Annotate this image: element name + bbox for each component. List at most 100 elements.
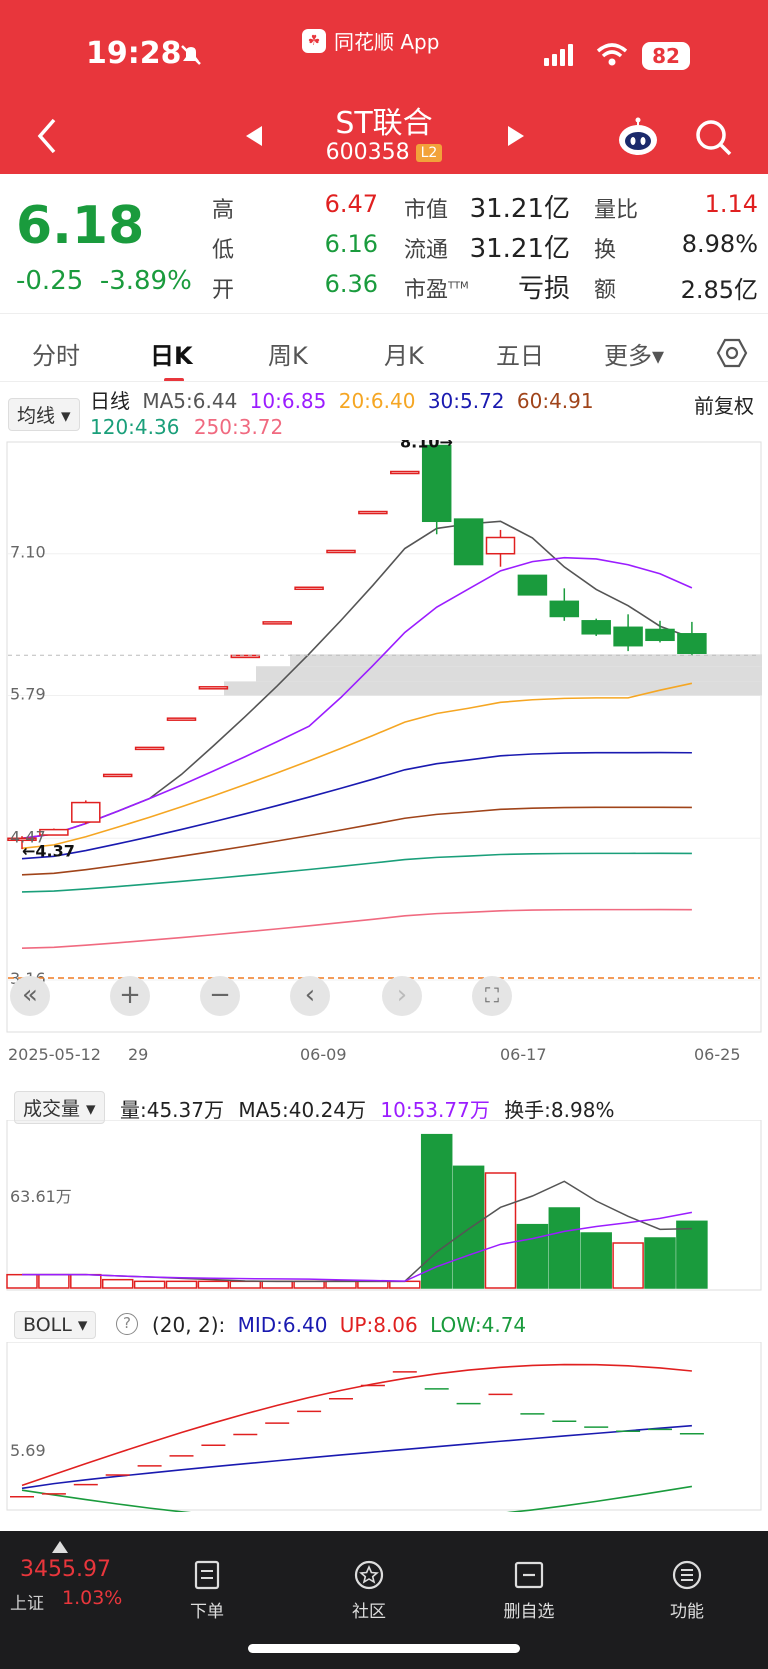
boll-y-tick: 5.69	[10, 1441, 46, 1460]
zoom-in-button[interactable]: +	[110, 976, 150, 1016]
kchart-annotation: ←4.37	[22, 842, 75, 861]
robot-assistant-icon[interactable]	[616, 116, 660, 160]
tab-weekly-k[interactable]: 周K	[268, 342, 308, 370]
candle-body	[645, 628, 675, 642]
stock-code: 600358	[325, 140, 410, 165]
fullscreen-button[interactable]: ⛶	[472, 976, 512, 1016]
community-star-icon	[354, 1560, 384, 1590]
app-return-pill[interactable]: ☘ 同花顺 App	[302, 26, 439, 55]
settings-hexagon-icon[interactable]	[716, 338, 748, 368]
tab-more[interactable]: 更多▾	[604, 342, 665, 370]
zoom-out-far-button[interactable]: «	[10, 976, 50, 1016]
index-pct: 1.03%	[62, 1587, 123, 1609]
signal-icon	[544, 44, 573, 66]
boll-help-icon[interactable]: ?	[116, 1313, 138, 1335]
volume-chart[interactable]: 63.61万	[0, 1120, 768, 1292]
volume-bar	[165, 1280, 198, 1289]
volume-bar	[6, 1273, 38, 1289]
boll-mid-line	[21, 1424, 692, 1490]
volume-bar	[101, 1278, 134, 1289]
candle-body	[71, 801, 101, 823]
status-time: 19:28	[86, 36, 182, 71]
kchart-y-tick: 7.10	[10, 543, 46, 562]
kchart-annotation: 8.10→	[400, 440, 453, 452]
ma10-label: 10:6.85	[249, 389, 327, 413]
nav-community[interactable]: 社区	[324, 1559, 414, 1622]
volume-bar	[452, 1165, 485, 1289]
low-value: 6.16	[324, 230, 378, 258]
prev-stock-icon[interactable]	[244, 124, 264, 148]
functions-menu-icon	[672, 1560, 702, 1590]
boll-dropdown-label: BOLL	[23, 1314, 72, 1336]
volume-ma10-line	[22, 1211, 693, 1282]
candle-body	[134, 746, 165, 751]
candle-body	[517, 574, 548, 596]
ma-line-120	[21, 852, 692, 893]
boll-low: LOW:4.74	[430, 1313, 527, 1337]
volume-bar	[38, 1273, 70, 1289]
volume-bar	[389, 1280, 421, 1289]
tab-monthly-k[interactable]: 月K	[384, 342, 424, 370]
nav-order-label: 下单	[190, 1602, 224, 1622]
adjust-mode-button[interactable]: 前复权	[694, 394, 754, 418]
candle-body	[453, 518, 484, 566]
open-value: 6.36	[324, 270, 378, 298]
change-abs: -0.25	[16, 266, 84, 296]
pan-left-button[interactable]: ‹	[290, 976, 330, 1016]
volume-bar	[420, 1133, 453, 1289]
ma-line-10	[21, 556, 693, 840]
tab-five-day[interactable]: 五日	[496, 342, 544, 370]
volume-dropdown[interactable]: 成交量 ▾	[14, 1091, 105, 1124]
volume-bar	[548, 1207, 581, 1289]
candlestick-chart[interactable]: 8.417.105.794.473.162025-05-122906-0906-…	[0, 440, 768, 1080]
candle-body	[294, 586, 324, 591]
search-icon[interactable]	[694, 118, 734, 158]
pe-ttm-sup: TTM	[448, 280, 469, 292]
high-label: 高	[212, 198, 235, 223]
boll-dropdown[interactable]: BOLL ▾	[14, 1311, 97, 1339]
pe-label-text: 市盈	[404, 278, 449, 303]
volume-bar	[612, 1242, 644, 1289]
volume-bar	[484, 1172, 517, 1289]
nav-community-label: 社区	[352, 1602, 386, 1622]
ma5-label: MA5:6.44	[142, 389, 238, 413]
index-value[interactable]: 3455.97	[20, 1557, 111, 1582]
ma-line-60	[21, 806, 692, 876]
open-label: 开	[212, 278, 235, 303]
ma120-label: 120:4.36	[90, 415, 180, 439]
volume-bar	[676, 1220, 708, 1289]
volume-bar	[261, 1280, 293, 1289]
volume-dropdown-label: 成交量	[23, 1098, 81, 1120]
tab-intraday[interactable]: 分时	[32, 342, 80, 370]
boll-legend: (20, 2): MID:6.40 UP:8.06 LOW:4.74	[152, 1313, 526, 1337]
ma-line-20	[21, 682, 693, 850]
nav-remove-watchlist[interactable]: 删自选	[484, 1559, 574, 1622]
kchart-x-tick: 06-25	[694, 1045, 741, 1064]
index-name: 上证	[10, 1594, 44, 1614]
volume-bar	[580, 1232, 612, 1289]
candle-body	[677, 633, 707, 655]
pan-right-button[interactable]: ›	[382, 976, 422, 1016]
volume-bar	[357, 1280, 389, 1289]
boll-mid: MID:6.40	[237, 1313, 328, 1337]
nav-remove-watchlist-label: 删自选	[503, 1602, 555, 1622]
nav-order[interactable]: 下单	[162, 1559, 252, 1622]
candle-body	[39, 828, 69, 836]
candle-body	[326, 549, 356, 554]
kchart-frame	[6, 441, 762, 1033]
active-tab-indicator	[164, 378, 184, 382]
nav-functions[interactable]: 功能	[642, 1559, 732, 1622]
app-return-label: 同花顺 App	[334, 30, 440, 54]
zoom-out-button[interactable]: −	[200, 976, 240, 1016]
back-icon[interactable]	[36, 118, 58, 154]
mktcap-value: 31.21亿	[469, 194, 570, 224]
volume-bar	[133, 1280, 166, 1289]
last-price: 6.18	[16, 196, 145, 256]
tab-daily-k[interactable]: 日K	[150, 342, 193, 370]
boll-chart[interactable]: 5.69	[0, 1342, 768, 1512]
ma-dropdown[interactable]: 均线 ▾	[8, 398, 80, 431]
candle-body	[549, 600, 580, 618]
kchart-x-tick: 2025-05-12	[8, 1045, 101, 1064]
next-stock-icon[interactable]	[506, 124, 526, 148]
vol-ratio-value: 1.14	[704, 190, 758, 218]
